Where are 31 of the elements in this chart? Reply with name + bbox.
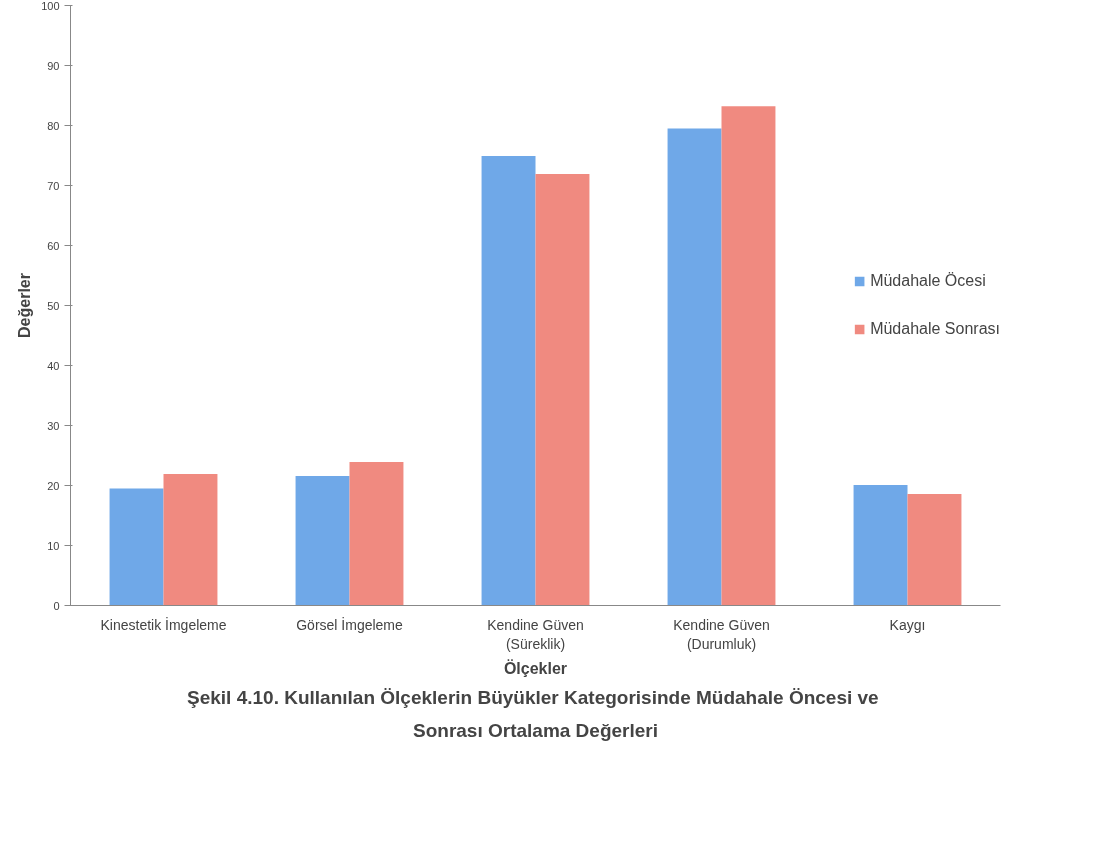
y-tick-label: 0 <box>53 599 60 612</box>
x-tick-label: Kendine Güven (Durumluk) <box>673 616 770 652</box>
legend-label: Müdahale Sonrası <box>870 320 1000 338</box>
x-tick-label: Kendine Güven (Süreklik) <box>487 616 584 652</box>
x-axis-title: Ölçekler <box>503 658 568 677</box>
bar <box>535 174 590 606</box>
bar <box>853 484 908 606</box>
bar <box>109 488 164 606</box>
y-tick-label: 30 <box>47 419 60 432</box>
y-tick-label: 50 <box>47 299 60 312</box>
y-tick-label: 10 <box>47 539 60 552</box>
y-tick-label: 90 <box>47 59 60 72</box>
bar <box>295 475 350 606</box>
y-tick-label: 60 <box>47 239 60 252</box>
bar <box>721 106 776 606</box>
bar <box>349 462 404 606</box>
y-tick-label: 80 <box>47 119 60 132</box>
bar <box>163 474 218 606</box>
bar <box>481 156 536 606</box>
y-tick-label: 100 <box>41 0 60 12</box>
bar <box>907 493 962 606</box>
y-axis-title: Değerler <box>16 273 34 338</box>
legend-label: Müdahale Öcesi <box>870 272 986 290</box>
y-tick-label: 20 <box>47 479 60 492</box>
y-tick-label: 70 <box>47 179 60 192</box>
bar <box>667 128 722 606</box>
text: Şekil 4.10. Kullanılan Ölçeklerin Büyükler Kategorisinde Müdahale Öncesi ve Sonrası Ortalama Değerleri <box>187 686 879 741</box>
y-tick-label: 40 <box>47 359 60 372</box>
x-tick-label: Kinestetik İmgeleme <box>100 615 227 633</box>
x-tick-label: Kaygı <box>889 616 926 633</box>
x-tick-label: Görsel İmgeleme <box>296 615 404 633</box>
